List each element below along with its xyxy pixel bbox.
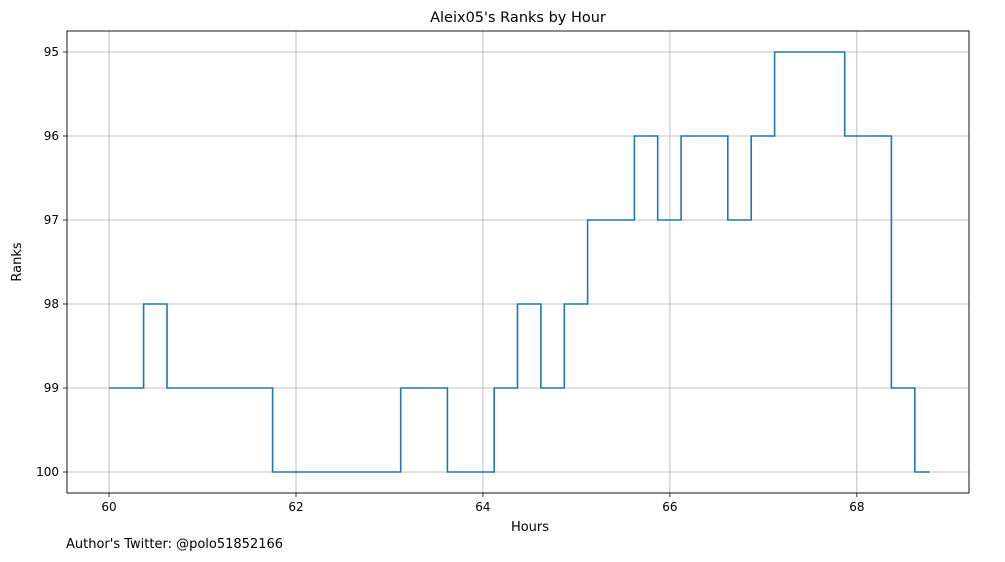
rank-step-line [109,51,930,473]
y-axis-label: Ranks [10,242,25,281]
x-axis-label: Hours [511,520,549,535]
x-tick-label: 68 [849,500,864,514]
x-tick-label: 64 [475,500,490,514]
grid-lines [67,31,969,493]
y-tick-label: 100 [36,465,59,479]
y-tick-label: 96 [44,129,59,143]
chart-title: Aleix05's Ranks by Hour [430,10,606,26]
y-tick-label: 98 [44,297,59,311]
y-tick-label: 97 [44,213,59,227]
x-tick-label: 66 [662,500,677,514]
x-tick-label: 62 [288,500,303,514]
x-tick-label: 60 [101,500,116,514]
y-tick-label: 99 [44,381,59,395]
x-axis-ticks: 60 62 64 66 68 [101,493,864,514]
y-axis-ticks: 95 96 97 98 99 100 [36,45,67,479]
plot-frame [66,30,970,494]
author-credit: Author's Twitter: @polo51852166 [66,537,284,552]
y-tick-label: 95 [44,45,59,59]
